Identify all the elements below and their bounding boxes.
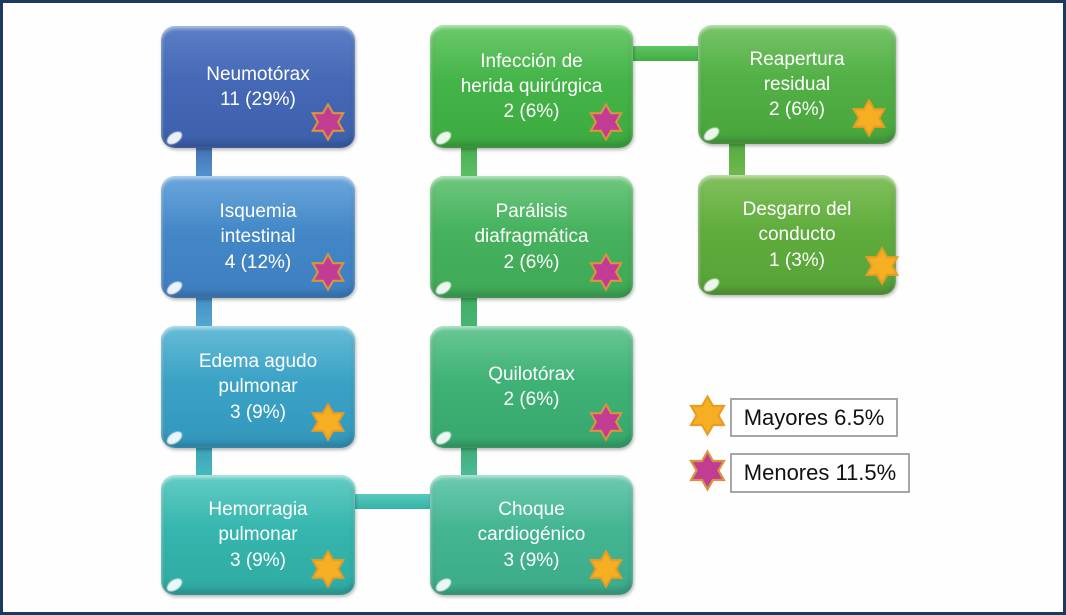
menores-star-icon (308, 102, 348, 142)
connector-infeccion-paralisis (461, 136, 477, 186)
diagram-box-paralisis-diafragmatica: Parálisis diafragmática 2 (6%) (430, 176, 633, 298)
box-label: Reapertura residual 2 (6%) (749, 48, 845, 121)
legend-item-mayores: Mayores 6.5% (730, 398, 898, 437)
connector-isquemia-edema (196, 286, 212, 336)
connector-hemorragia-choque (343, 494, 443, 509)
box-label: Parálisis diafragmática 2 (6%) (474, 201, 589, 273)
connector-neumotorax-isquemia (196, 136, 212, 186)
menores-star-icon (686, 449, 729, 492)
diagram-box-quilotorax: Quilotórax 2 (6%) (430, 326, 633, 448)
diagram-box-reapertura-residual: Reapertura residual 2 (6%) (698, 25, 896, 144)
box-label: Hemorragia pulmonar 3 (9%) (208, 499, 308, 571)
diagram-box-edema-agudo-pulmonar: Edema agudo pulmonar 3 (9%) (161, 326, 355, 448)
connector-reapertura-desgarro (729, 131, 745, 186)
mayores-star-icon (308, 402, 348, 442)
connector-edema-hemorragia (196, 436, 212, 486)
diagram-box-isquemia-intestinal: Isquemia intestinal 4 (12%) (161, 176, 355, 298)
mayores-star-icon (862, 246, 902, 286)
box-label: Choque cardiogénico 3 (9%) (477, 499, 586, 571)
diagram-box-hemorragia-pulmonar: Hemorragia pulmonar 3 (9%) (161, 475, 355, 595)
connector-quilotorax-choque (461, 436, 477, 486)
connector-infeccion-reapertura (618, 46, 710, 61)
mayores-star-icon (308, 549, 348, 589)
menores-star-icon (586, 402, 626, 442)
diagram-box-desgarro-del-conducto: Desgarro del conducto 1 (3%) (698, 175, 896, 295)
box-label: Desgarro del conducto 1 (3%) (742, 199, 852, 271)
mayores-star-icon (849, 98, 889, 138)
diagram-box-neumotorax: Neumotórax 11 (29%) (161, 26, 355, 148)
box-label: Edema agudo pulmonar 3 (9%) (198, 351, 318, 423)
mayores-star-icon (586, 549, 626, 589)
legend-label: Menores 11.5% (743, 460, 897, 485)
diagram-box-choque-cardiogenico: Choque cardiogénico 3 (9%) (430, 475, 633, 595)
menores-star-icon (586, 102, 626, 142)
box-label: Neumotórax 11 (29%) (206, 63, 310, 110)
mayores-star-icon (686, 394, 729, 437)
legend-item-menores: Menores 11.5% (730, 453, 910, 493)
box-label: Quilotórax 2 (6%) (488, 363, 575, 410)
legend-label: Mayores 6.5% (743, 404, 885, 430)
box-label: Infección de herida quirúrgica 2 (6%) (460, 50, 603, 123)
connector-paralisis-quilotorax (461, 286, 477, 336)
menores-star-icon (308, 252, 348, 292)
diagram-box-infeccion-herida-quirurgica: Infección de herida quirúrgica 2 (6%) (430, 25, 633, 148)
menores-star-icon (586, 252, 626, 292)
box-label: Isquemia intestinal 4 (12%) (219, 201, 297, 273)
